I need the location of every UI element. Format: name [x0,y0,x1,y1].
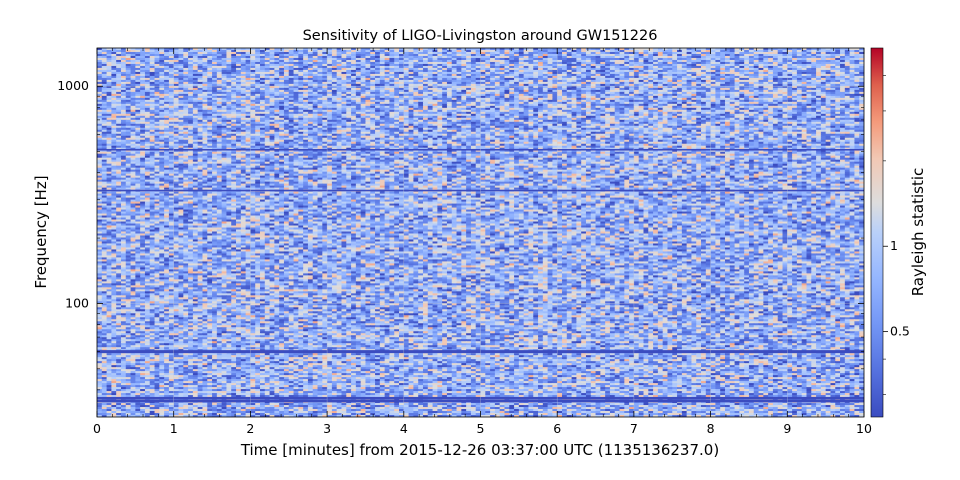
x-tick-label: 7 [630,421,638,436]
colorbar-ticks: 0.51 [883,75,910,395]
x-tick-label: 1 [170,421,178,436]
x-tick-label: 0 [93,421,101,436]
colorbar [870,47,884,418]
x-tick-label: 8 [707,421,715,436]
x-tick-label: 9 [783,421,791,436]
x-axis: 0 1 2 3 4 5 6 7 8 9 10 [93,48,872,436]
x-tick-label: 6 [553,421,561,436]
colorbar-tick-label: 1 [890,238,898,253]
grid-lines [97,48,864,417]
x-tick-label: 10 [856,421,872,436]
x-axis-label: Time [minutes] from 2015-12-26 03:37:00 … [240,441,719,459]
y-axis: 100 1000 [57,78,864,391]
chart-title: Sensitivity of LIGO-Livingston around GW… [303,28,658,44]
x-tick-label: 4 [400,421,408,436]
y-tick-label: 1000 [57,78,89,93]
colorbar-label: Rayleigh statistic [909,168,927,297]
x-tick-label: 5 [477,421,485,436]
x-tick-label: 2 [246,421,254,436]
spectrogram-heatmap [97,48,864,417]
colorbar-tick-label: 0.5 [890,324,910,339]
y-axis-label: Frequency [Hz] [32,175,50,288]
x-tick-label: 3 [323,421,331,436]
y-tick-label: 100 [65,295,89,310]
